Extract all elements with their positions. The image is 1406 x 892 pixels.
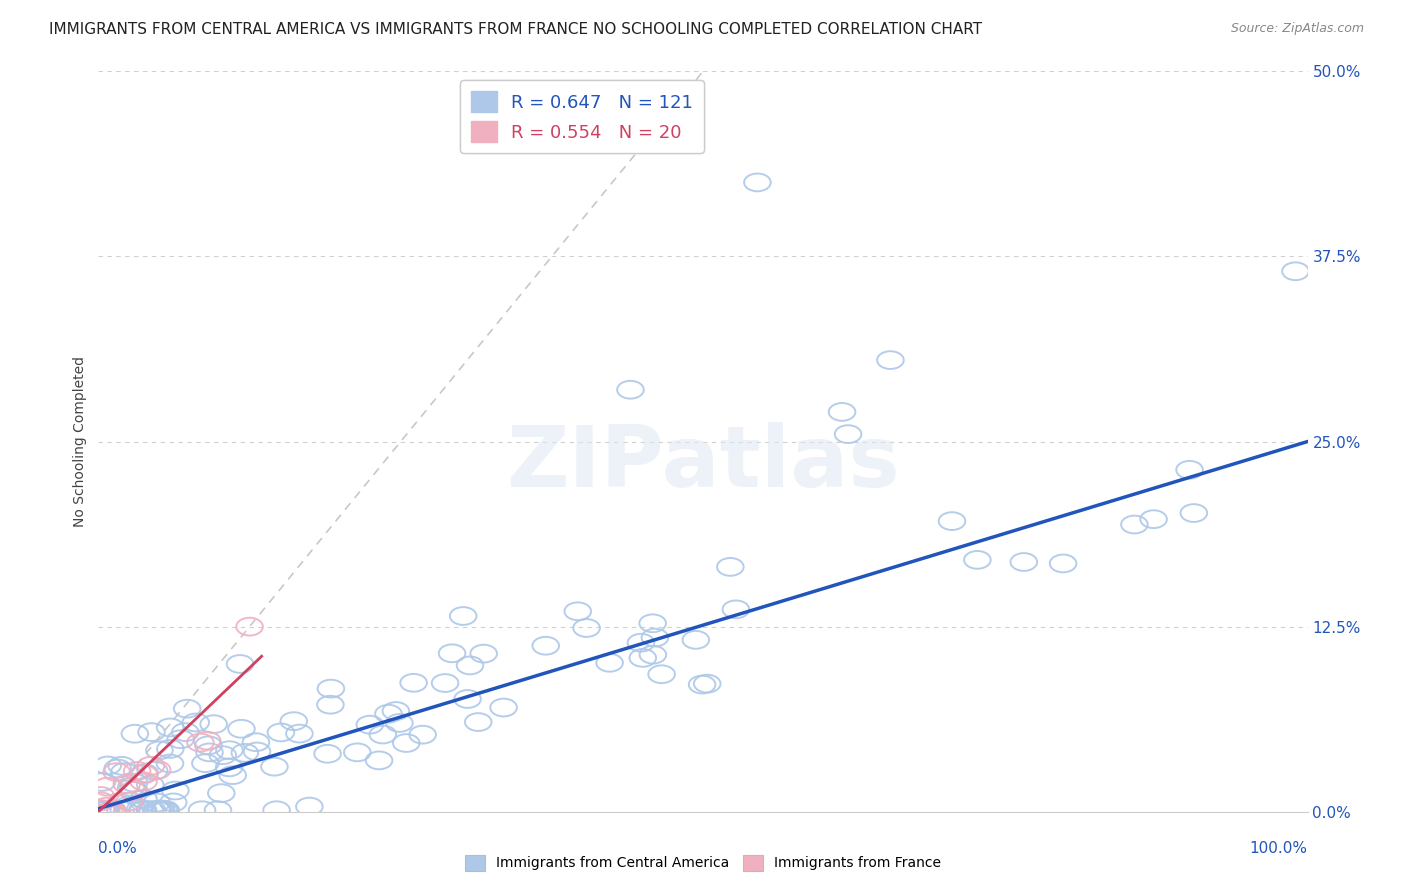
Text: 0.0%: 0.0%: [98, 841, 138, 856]
Text: Source: ZipAtlas.com: Source: ZipAtlas.com: [1230, 22, 1364, 36]
Legend: R = 0.647   N = 121, R = 0.554   N = 20: R = 0.647 N = 121, R = 0.554 N = 20: [460, 80, 704, 153]
Text: 100.0%: 100.0%: [1250, 841, 1308, 856]
Text: IMMIGRANTS FROM CENTRAL AMERICA VS IMMIGRANTS FROM FRANCE NO SCHOOLING COMPLETED: IMMIGRANTS FROM CENTRAL AMERICA VS IMMIG…: [49, 22, 983, 37]
Y-axis label: No Schooling Completed: No Schooling Completed: [73, 356, 87, 527]
Text: ZIPatlas: ZIPatlas: [506, 422, 900, 505]
Legend: Immigrants from Central America, Immigrants from France: Immigrants from Central America, Immigra…: [460, 849, 946, 876]
